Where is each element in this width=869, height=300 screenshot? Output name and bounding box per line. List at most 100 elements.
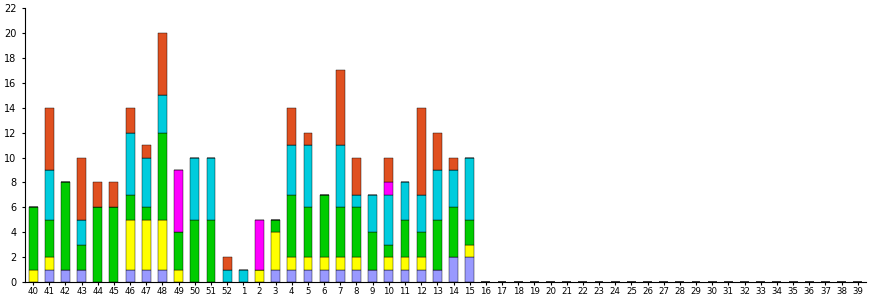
Bar	[174, 269, 182, 282]
Bar	[45, 257, 54, 269]
Bar	[384, 269, 393, 282]
Bar	[174, 232, 182, 269]
Bar	[448, 207, 457, 257]
Bar	[384, 257, 393, 269]
Bar	[158, 33, 167, 95]
Bar	[384, 244, 393, 257]
Bar	[335, 145, 344, 207]
Bar	[448, 257, 457, 282]
Bar	[319, 269, 328, 282]
Bar	[142, 207, 150, 220]
Bar	[319, 257, 328, 269]
Bar	[93, 182, 102, 207]
Bar	[287, 195, 296, 257]
Bar	[142, 158, 150, 207]
Bar	[368, 232, 376, 269]
Bar	[416, 257, 425, 269]
Bar	[319, 195, 328, 257]
Bar	[303, 207, 312, 257]
Bar	[271, 220, 280, 232]
Bar	[433, 170, 441, 220]
Bar	[400, 220, 409, 257]
Bar	[239, 269, 248, 282]
Bar	[433, 220, 441, 269]
Bar	[190, 158, 199, 220]
Bar	[77, 244, 86, 269]
Bar	[416, 269, 425, 282]
Bar	[303, 257, 312, 269]
Bar	[45, 269, 54, 282]
Bar	[125, 108, 135, 133]
Bar	[77, 269, 86, 282]
Bar	[352, 269, 361, 282]
Bar	[125, 269, 135, 282]
Bar	[45, 108, 54, 170]
Bar	[158, 133, 167, 220]
Bar	[190, 220, 199, 282]
Bar	[271, 232, 280, 269]
Bar	[109, 207, 118, 282]
Bar	[158, 220, 167, 269]
Bar	[287, 257, 296, 269]
Bar	[125, 195, 135, 220]
Bar	[287, 108, 296, 145]
Bar	[206, 220, 216, 282]
Bar	[303, 145, 312, 207]
Bar	[335, 269, 344, 282]
Bar	[255, 269, 263, 282]
Bar	[158, 95, 167, 133]
Bar	[77, 158, 86, 220]
Bar	[352, 195, 361, 207]
Bar	[77, 220, 86, 244]
Bar	[125, 133, 135, 195]
Bar	[255, 220, 263, 269]
Bar	[433, 269, 441, 282]
Bar	[61, 269, 70, 282]
Bar	[222, 257, 231, 269]
Bar	[448, 170, 457, 207]
Bar	[45, 170, 54, 220]
Bar	[287, 145, 296, 195]
Bar	[335, 257, 344, 269]
Bar	[142, 145, 150, 158]
Bar	[142, 220, 150, 269]
Bar	[206, 158, 216, 220]
Bar	[303, 133, 312, 145]
Bar	[416, 108, 425, 195]
Bar	[352, 257, 361, 269]
Bar	[400, 182, 409, 220]
Bar	[45, 220, 54, 257]
Bar	[174, 170, 182, 232]
Bar	[465, 158, 474, 220]
Bar	[465, 257, 474, 282]
Bar	[29, 269, 37, 282]
Bar	[400, 257, 409, 269]
Bar	[222, 269, 231, 282]
Bar	[93, 207, 102, 282]
Bar	[335, 70, 344, 145]
Bar	[158, 269, 167, 282]
Bar	[384, 182, 393, 195]
Bar	[448, 158, 457, 170]
Bar	[465, 244, 474, 257]
Bar	[416, 195, 425, 232]
Bar	[335, 207, 344, 257]
Bar	[368, 269, 376, 282]
Bar	[352, 207, 361, 257]
Bar	[384, 158, 393, 182]
Bar	[29, 207, 37, 269]
Bar	[368, 195, 376, 232]
Bar	[400, 269, 409, 282]
Bar	[416, 232, 425, 257]
Bar	[465, 220, 474, 244]
Bar	[271, 269, 280, 282]
Bar	[384, 195, 393, 244]
Bar	[109, 182, 118, 207]
Bar	[433, 133, 441, 170]
Bar	[287, 269, 296, 282]
Bar	[303, 269, 312, 282]
Bar	[61, 182, 70, 269]
Bar	[352, 158, 361, 195]
Bar	[142, 269, 150, 282]
Bar	[125, 220, 135, 269]
